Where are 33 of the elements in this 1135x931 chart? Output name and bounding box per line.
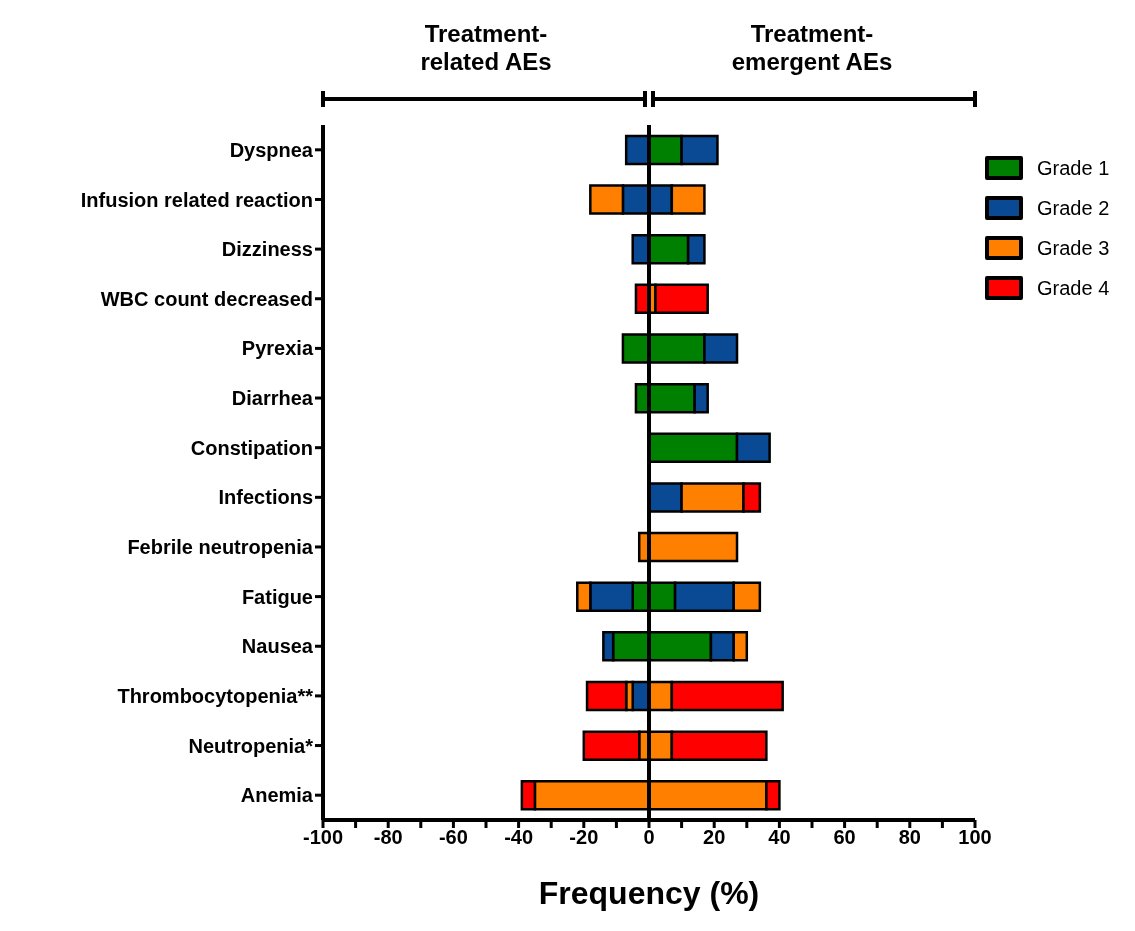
x-tick-label: -40: [504, 826, 534, 849]
y-tick-label: Dyspnea: [229, 138, 314, 161]
legend-label: Grade 3: [1037, 236, 1110, 260]
y-tick-label: Infusion related reaction: [80, 188, 313, 211]
x-tick-label: 60: [833, 826, 856, 849]
bar: [654, 283, 709, 315]
y-tick-label: Thrombocytopenia**: [117, 684, 314, 707]
legend-label: Grade 2: [1037, 196, 1110, 220]
y-tick-label: Constipation: [190, 436, 313, 459]
x-tick-label: -60: [438, 826, 468, 849]
x-tick-label: -80: [373, 826, 403, 849]
y-tick-label: Nausea: [241, 635, 314, 658]
x-tick-label: 0: [643, 826, 655, 849]
x-tick-label: 40: [768, 826, 791, 849]
y-tick-label: Pyrexia: [241, 337, 314, 360]
y-tick-label: Neutropenia*: [188, 734, 314, 757]
x-tick-label: 100: [958, 826, 992, 849]
x-tick-label: -100: [302, 826, 344, 849]
y-tick-label: WBC count decreased: [100, 287, 313, 310]
y-tick-label: Febrile neutropenia: [127, 536, 314, 559]
y-tick-label: Fatigue: [241, 585, 313, 608]
text: Treatment- related AEs: [419, 20, 553, 76]
y-tick-label: Dizziness: [221, 238, 313, 261]
x-tick-label: 80: [898, 826, 921, 849]
y-tick-label: Infections: [218, 486, 313, 509]
legend-label: Grade 4: [1037, 276, 1110, 300]
y-tick-label: Diarrhea: [231, 387, 314, 410]
x-tick-label: 20: [703, 826, 726, 849]
y-tick-label: Anemia: [240, 784, 314, 807]
text: Treatment- emergent AEs: [730, 20, 894, 76]
x-tick-label: -20: [569, 826, 599, 849]
legend-label: Grade 1: [1037, 156, 1110, 180]
x-axis-title: Frequency (%): [537, 875, 761, 912]
